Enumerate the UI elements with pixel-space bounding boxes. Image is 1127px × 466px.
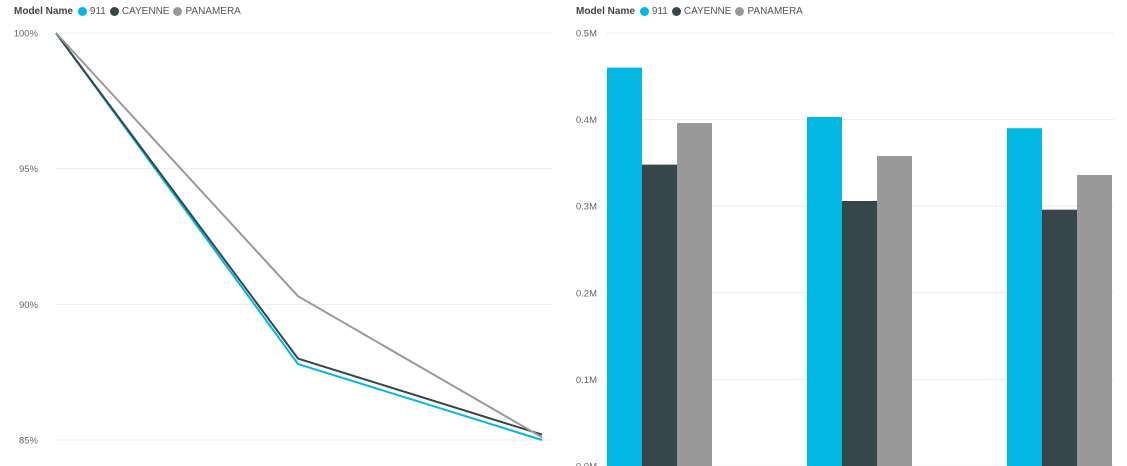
- legend-label: CAYENNE: [683, 6, 732, 17]
- bar-cayenne-1[interactable]: [642, 164, 677, 466]
- legend-title: Model Name: [14, 6, 73, 17]
- legend-label: PANAMERA: [185, 6, 241, 17]
- legend-label: 911: [651, 6, 668, 17]
- legend-item-cayenne[interactable]: CAYENNE: [109, 6, 170, 17]
- y-tick-label: 0.4M: [576, 115, 597, 126]
- line-chart: 100% 95% 90% 85%: [14, 29, 552, 447]
- bar-911-1[interactable]: [607, 67, 642, 466]
- legend-item-911[interactable]: 911: [639, 6, 668, 17]
- legend-dot-icon: [173, 7, 183, 16]
- bar-chart: 0.5M 0.4M 0.3M 0.2M 0.1M 0.0M: [576, 29, 1114, 466]
- legend-dot-icon: [109, 7, 119, 16]
- bar-911-3[interactable]: [1007, 128, 1042, 466]
- legend-dot-icon: [735, 7, 745, 16]
- y-tick-label: 0.5M: [576, 29, 597, 40]
- series-line-panamera[interactable]: [55, 32, 543, 439]
- legend-label: CAYENNE: [121, 6, 170, 17]
- y-tick-label: 0.0M: [576, 462, 597, 466]
- bar-chart-panel: Model Name 911 CAYENNE PANAMERA 0.5M 0.4M…: [566, 0, 1127, 466]
- line-chart-legend: Model Name 911 CAYENNE PANAMERA: [14, 6, 245, 17]
- line-chart-panel: Model Name 911 CAYENNE PANAMERA 100% 95% 9…: [0, 0, 560, 466]
- bar-911-2[interactable]: [807, 117, 842, 466]
- y-tick-label: 85%: [19, 436, 39, 447]
- legend-item-panamera[interactable]: PANAMERA: [735, 6, 803, 17]
- y-tick-label: 0.1M: [576, 375, 597, 386]
- bar-panamera-1[interactable]: [677, 123, 712, 466]
- legend-dot-icon: [77, 7, 87, 16]
- legend-item-panamera[interactable]: PANAMERA: [173, 6, 241, 17]
- legend-item-911[interactable]: 911: [77, 6, 106, 17]
- series-line-cayenne[interactable]: [55, 32, 543, 436]
- legend-title: Model Name: [576, 6, 635, 17]
- bar-chart-legend: Model Name 911 CAYENNE PANAMERA: [576, 6, 807, 17]
- series-line-911[interactable]: [55, 32, 543, 441]
- legend-label: 911: [89, 6, 106, 17]
- legend-label: PANAMERA: [747, 6, 803, 17]
- legend-item-cayenne[interactable]: CAYENNE: [671, 6, 732, 17]
- legend-dot-icon: [639, 7, 649, 16]
- y-tick-label: 0.2M: [576, 288, 597, 299]
- y-tick-label: 95%: [19, 164, 39, 175]
- y-tick-label: 100%: [14, 29, 39, 40]
- y-tick-label: 0.3M: [576, 202, 597, 213]
- legend-dot-icon: [671, 7, 681, 16]
- bar-cayenne-3[interactable]: [1042, 209, 1077, 466]
- y-tick-label: 90%: [19, 300, 39, 311]
- bar-cayenne-2[interactable]: [842, 201, 877, 466]
- bar-panamera-2[interactable]: [877, 155, 912, 466]
- bar-panamera-3[interactable]: [1077, 175, 1112, 466]
